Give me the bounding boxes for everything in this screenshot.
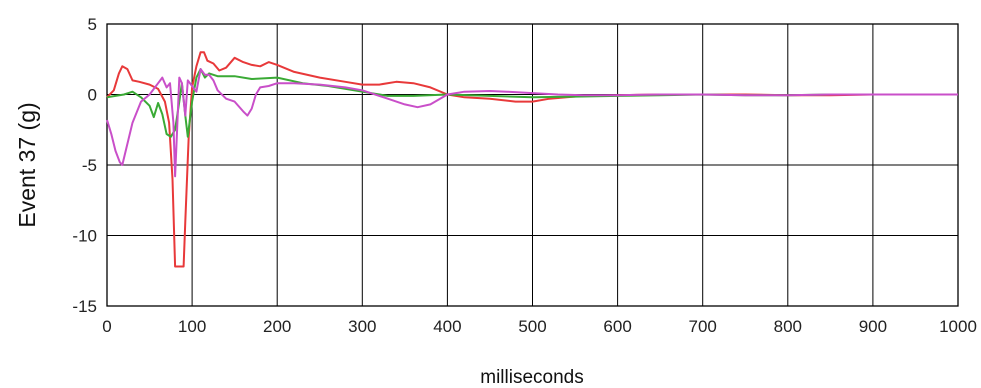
y-axis-label: Event 37 (g) — [14, 102, 40, 227]
y-tick-label: -5 — [82, 156, 97, 175]
x-tick-label: 500 — [518, 317, 546, 336]
x-tick-label: 900 — [859, 317, 887, 336]
series-layer — [106, 51, 958, 268]
y-axis-tick-labels: 5 0 -5 -10 -15 — [72, 15, 97, 316]
y-tick-label: 0 — [88, 86, 97, 105]
x-axis-tick-labels: 0 100 200 300 400 500 600 700 800 900 1000 — [102, 317, 977, 336]
series-line-3 — [106, 68, 958, 178]
y-tick-label: -15 — [72, 297, 97, 316]
x-tick-label: 200 — [263, 317, 291, 336]
x-tick-label: 1000 — [939, 317, 977, 336]
x-tick-label: 600 — [603, 317, 631, 336]
x-axis-label: milliseconds — [480, 367, 583, 388]
x-tick-label: 100 — [178, 317, 206, 336]
x-tick-label: 800 — [774, 317, 802, 336]
x-tick-label: 300 — [348, 317, 376, 336]
y-tick-label: -10 — [72, 227, 97, 246]
grid — [106, 23, 959, 307]
y-tick-label: 5 — [88, 15, 97, 34]
x-tick-label: 400 — [433, 317, 461, 336]
plot-area-frame — [106, 23, 959, 307]
x-tick-label: 0 — [102, 317, 111, 336]
x-tick-label: 700 — [689, 317, 717, 336]
